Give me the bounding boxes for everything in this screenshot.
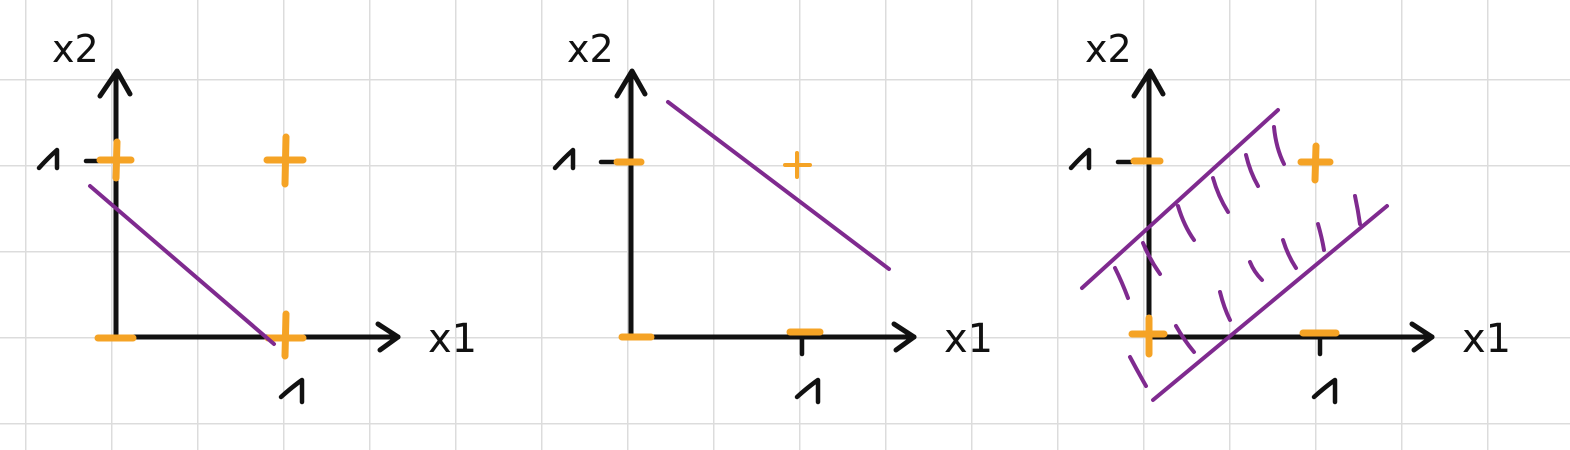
panel-1-point-plus-1-0 — [264, 310, 307, 360]
panel-2-x-axis-label: x1 — [944, 316, 993, 362]
panel-1-x-tick-label — [278, 377, 305, 405]
panel-2-x-tick-label — [794, 377, 821, 405]
panel-1-x-axis-label: x1 — [428, 316, 477, 362]
panel-1-y-axis-label: x2 — [52, 27, 99, 71]
panel-1-x-axis-arrow — [375, 321, 401, 353]
panel-3: x2 x1 — [1068, 27, 1511, 405]
panel-1-point-plus-1-1 — [263, 133, 307, 188]
panel-3-boundary-upper — [1080, 108, 1280, 290]
panel-3-hatching — [1113, 125, 1362, 388]
panel-3-y-axis-label: x2 — [1085, 27, 1132, 71]
panel-1-decision-boundary — [88, 184, 276, 346]
panel-2: x2 x1 — [552, 27, 993, 405]
panel-2-y-axis-arrow — [614, 68, 648, 99]
panel-1-point-plus-0-1 — [96, 138, 135, 182]
panel-3-x-axis-arrow — [1409, 321, 1435, 353]
panel-2-point-plus-1-1 — [783, 151, 812, 179]
panel-2-y-axis-label: x2 — [567, 27, 614, 71]
panel-2-decision-boundary — [666, 100, 891, 271]
panel-3-point-plus-0-0 — [1128, 314, 1168, 358]
panel-1: x2 x1 — [36, 27, 477, 405]
panel-3-boundary-lower — [1151, 204, 1389, 402]
panel-3-y-tick-label — [1068, 147, 1134, 171]
panel-2-y-tick-label — [552, 147, 617, 171]
panel-2-x-axis-arrow — [891, 321, 917, 353]
panel-1-y-axis-arrow — [97, 68, 133, 99]
panel-3-x-tick-label — [1311, 377, 1338, 405]
panel-3-point-plus-1-1 — [1297, 142, 1334, 184]
panel-1-y-tick-label — [36, 147, 101, 171]
panel-3-y-axis-arrow — [1131, 68, 1166, 99]
panel-3-x-axis-label: x1 — [1462, 316, 1511, 362]
